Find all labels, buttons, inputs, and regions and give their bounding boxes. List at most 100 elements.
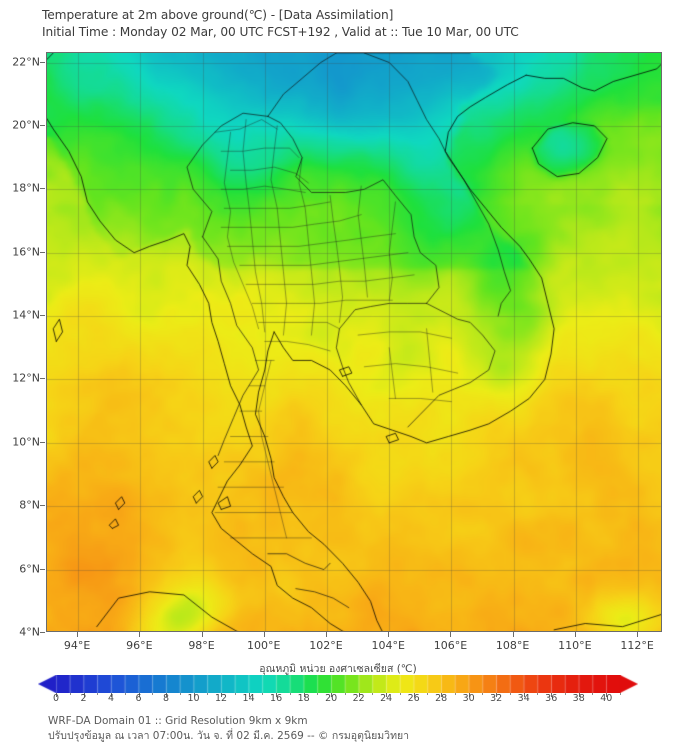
longitude-tick-label: 102°E — [309, 639, 343, 652]
longitude-tick-mark — [637, 632, 639, 637]
colorbar-tick-mark — [221, 693, 223, 697]
colorbar-tick-label: 26 — [407, 693, 420, 704]
latitude-tick-mark — [40, 378, 45, 380]
colorbar-tick-mark — [248, 693, 250, 697]
colorbar-minor-tick — [124, 693, 126, 695]
latitude-tick-label: 8°N — [19, 498, 40, 512]
colorbar-tick-label: 16 — [270, 693, 283, 704]
colorbar-tick-mark — [551, 693, 553, 697]
colorbar-minor-tick — [289, 693, 291, 695]
colorbar-tick-label: 20 — [325, 693, 338, 704]
latitude-tick-mark — [40, 251, 45, 253]
latitude-tick-label: 6°N — [19, 562, 40, 576]
footer-line-model: WRF-DA Domain 01 :: Grid Resolution 9km … — [48, 715, 308, 727]
colorbar-tick-mark — [496, 693, 498, 697]
colorbar-gradient — [38, 675, 638, 693]
colorbar-tick-mark — [413, 693, 415, 697]
colorbar-tick-label: 40 — [600, 693, 613, 704]
longitude-tick-mark — [201, 632, 203, 637]
colorbar-minor-tick — [152, 693, 154, 695]
colorbar-tick-mark — [358, 693, 360, 697]
colorbar-tick-label: 10 — [187, 693, 200, 704]
colorbar-minor-tick — [399, 693, 401, 695]
longitude-tick-mark — [388, 632, 390, 637]
footer-block: WRF-DA Domain 01 :: Grid Resolution 9km … — [48, 714, 648, 744]
colorbar-tick-label: 30 — [462, 693, 475, 704]
latitude-tick-label: 12°N — [12, 371, 40, 385]
latitude-tick-mark — [40, 315, 45, 317]
longitude-tick-label: 104°E — [371, 639, 405, 652]
colorbar-tick-label: 18 — [297, 693, 310, 704]
colorbar-block: อุณหภูมิ หน่วย องศาเซลเซียส (℃) 0 2 4 6 8 10 1… — [0, 660, 676, 710]
colorbar-tick-label: 0 — [52, 693, 60, 704]
colorbar-tick-mark — [606, 693, 608, 697]
colorbar-minor-tick — [537, 693, 539, 695]
colorbar-tick-mark — [276, 693, 278, 697]
colorbar-tick-mark — [138, 693, 140, 697]
colorbar-tick-label: 4 — [107, 693, 115, 704]
longitude-tick-label: 110°E — [558, 639, 592, 652]
temperature-map-plot[interactable] — [46, 52, 662, 632]
colorbar-minor-tick — [69, 693, 71, 695]
footer-line-update: ปรับปรุงข้อมูล ณ เวลา 07:00น. วัน จ. ที่… — [48, 730, 410, 742]
colorbar-tick-mark — [303, 693, 305, 697]
colorbar-tick-label: 34 — [517, 693, 530, 704]
colorbar-tick-mark — [166, 693, 168, 697]
colorbar-tick-mark — [193, 693, 195, 697]
colorbar-minor-tick — [207, 693, 209, 695]
longitude-tick-label: 100°E — [247, 639, 281, 652]
colorbar-tick-mark — [468, 693, 470, 697]
colorbar-title: อุณหภูมิ หน่วย องศาเซลเซียส (℃) — [259, 663, 417, 675]
latitude-tick-label: 10°N — [12, 435, 40, 449]
latitude-tick-mark — [40, 505, 45, 507]
longitude-tick-label: 94°E — [63, 639, 91, 652]
longitude-tick-mark — [139, 632, 141, 637]
colorbar-tick-label: 24 — [380, 693, 393, 704]
colorbar-tick-mark — [441, 693, 443, 697]
colorbar-minor-tick — [234, 693, 236, 695]
latitude-tick-mark — [40, 632, 45, 633]
longitude-tick-mark — [512, 632, 514, 637]
colorbar-minor-tick — [564, 693, 566, 695]
colorbar-minor-tick — [620, 693, 621, 695]
colorbar-tick-label: 28 — [435, 693, 448, 704]
colorbar-tick-label: 32 — [490, 693, 503, 704]
longitude-axis: 94°E 96°E 98°E 100°E 102°E 104°E 106°E 108°E 110… — [46, 632, 662, 654]
latitude-tick-label: 22°N — [12, 55, 40, 68]
colorbar-tick-mark — [83, 693, 85, 697]
longitude-tick-mark — [77, 632, 79, 637]
colorbar-minor-tick — [427, 693, 429, 695]
longitude-tick-mark — [574, 632, 576, 637]
latitude-tick-label: 16°N — [12, 245, 40, 259]
colorbar-tick-label: 38 — [572, 693, 585, 704]
colorbar-minor-tick — [97, 693, 99, 695]
longitude-tick-label: 108°E — [495, 639, 530, 652]
colorbar-tick-mark — [56, 693, 57, 697]
colorbar-tick-label: 12 — [215, 693, 228, 704]
colorbar-tick-label: 22 — [352, 693, 365, 704]
colorbar-minor-tick — [262, 693, 264, 695]
latitude-tick-label: 20°N — [12, 118, 40, 132]
colorbar-tick-label: 2 — [80, 693, 87, 704]
latitude-tick-mark — [40, 61, 45, 63]
chart-title-line-2: Initial Time : Monday 02 Mar, 00 UTC FCS… — [42, 25, 519, 39]
colorbar-minor-tick — [592, 693, 594, 695]
colorbar-minor-tick — [344, 693, 346, 695]
colorbar-minor-tick — [509, 693, 511, 695]
longitude-tick-mark — [263, 632, 265, 637]
colorbar-minor-tick — [372, 693, 374, 695]
longitude-tick-mark — [326, 632, 327, 637]
longitude-tick-label: 106°E — [433, 639, 468, 652]
longitude-tick-label: 98°E — [188, 639, 215, 652]
colorbar-tick-label: 36 — [545, 693, 558, 704]
colorbar-minor-tick — [482, 693, 484, 695]
colorbar-tick-mark — [386, 693, 388, 697]
colorbar-minor-tick — [179, 693, 181, 695]
colorbar-tick-mark — [578, 693, 580, 697]
latitude-tick-label: 14°N — [12, 308, 40, 322]
latitude-tick-mark — [40, 188, 45, 190]
colorbar-tick-label: 14 — [242, 693, 255, 704]
longitude-tick-mark — [450, 632, 452, 637]
chart-title-block: Temperature at 2m above ground(℃) - [Dat… — [42, 7, 662, 41]
latitude-tick-mark — [40, 568, 45, 570]
